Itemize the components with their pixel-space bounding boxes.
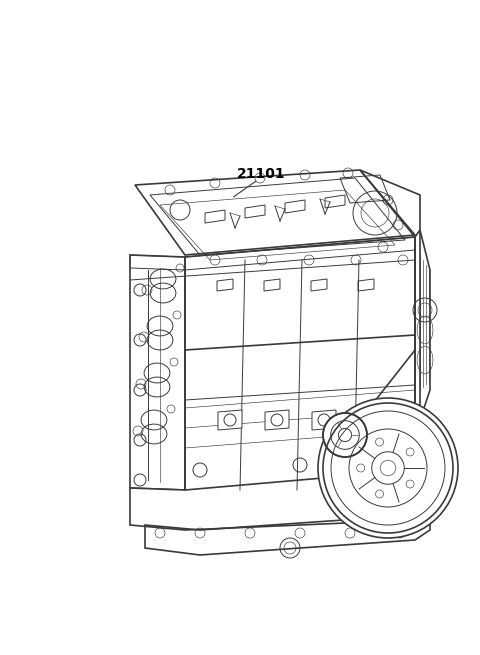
Polygon shape — [185, 237, 415, 490]
Polygon shape — [359, 410, 383, 430]
Polygon shape — [312, 410, 336, 430]
Polygon shape — [218, 410, 242, 430]
Circle shape — [323, 413, 367, 457]
Polygon shape — [265, 410, 289, 430]
Polygon shape — [130, 470, 430, 530]
Circle shape — [318, 398, 458, 538]
Text: 21101: 21101 — [237, 166, 286, 181]
